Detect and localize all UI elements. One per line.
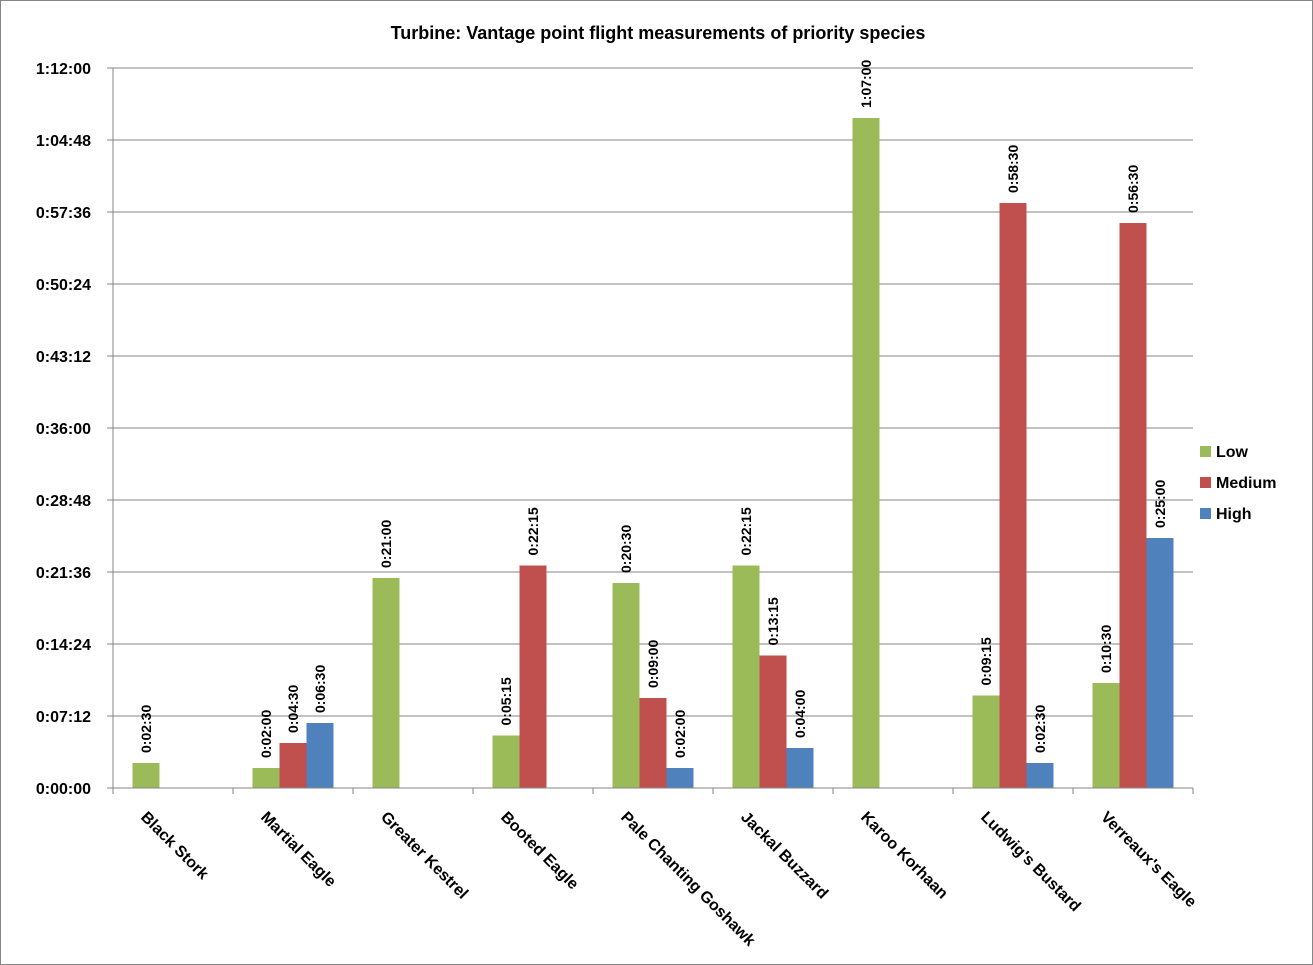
data-label: 0:09:00 [645, 640, 661, 688]
y-tick-label: 0:57:36 [36, 205, 91, 222]
data-label: 0:13:15 [765, 597, 781, 645]
x-tick-label: Verreaux's Eagle [1097, 809, 1199, 911]
bar-low-3 [492, 735, 520, 788]
data-labels: 0:02:30 0:02:00 0:04:30 0:06:30 0:21:00 0:05:… [138, 60, 1168, 758]
x-tick-label: Jackal Buzzard [737, 809, 831, 903]
bars [132, 118, 1174, 788]
data-label: 0:05:15 [498, 677, 514, 725]
bar-high-8 [1146, 538, 1174, 788]
bar-medium-8 [1119, 223, 1147, 788]
bar-high-4 [666, 768, 694, 788]
bar-low-2 [372, 578, 400, 788]
data-label: 0:56:30 [1125, 165, 1141, 213]
bar-medium-1 [279, 743, 307, 788]
gridlines [113, 67, 1193, 717]
legend: Low Medium High [1200, 444, 1276, 523]
data-label: 0:20:30 [618, 525, 634, 573]
data-label: 0:04:30 [285, 685, 301, 733]
y-tick-label: 0:36:00 [36, 421, 91, 438]
y-tick-label: 0:43:12 [36, 349, 91, 366]
data-label: 0:25:00 [1152, 480, 1168, 528]
bar-medium-4 [639, 698, 667, 788]
data-label: 0:06:30 [312, 665, 328, 713]
data-label: 0:21:00 [378, 520, 394, 568]
bar-low-8 [1092, 683, 1120, 788]
data-label: 0:09:15 [978, 637, 994, 685]
y-tick-label: 1:04:48 [36, 133, 91, 150]
legend-label-medium: Medium [1216, 475, 1276, 492]
y-tick-label: 0:21:36 [36, 565, 91, 582]
data-label: 0:10:30 [1098, 625, 1114, 673]
x-tick-label: Martial Eagle [257, 809, 339, 891]
bar-medium-5 [759, 655, 787, 788]
bar-low-7 [972, 695, 1000, 788]
data-label: 0:04:00 [792, 690, 808, 738]
bar-low-6 [852, 118, 880, 788]
data-label: 0:02:30 [1032, 705, 1048, 753]
bar-medium-3 [519, 565, 547, 788]
bar-high-1 [306, 723, 334, 788]
data-label: 0:02:30 [138, 705, 154, 753]
y-tick-label: 0:28:48 [36, 493, 91, 510]
data-label: 0:22:15 [738, 507, 754, 555]
y-tick-label: 0:00:00 [36, 781, 91, 798]
x-tick-label: Pale Chanting Goshawk [617, 809, 758, 950]
y-tick-label: 0:50:24 [36, 277, 91, 294]
x-tick-label: Greater Kestrel [377, 809, 471, 903]
data-label: 0:02:00 [672, 710, 688, 758]
y-tick-label: 1:12:00 [36, 61, 91, 78]
bar-high-5 [786, 748, 814, 788]
x-tick-label: Karoo Korhaan [857, 809, 951, 903]
data-label: 1:07:00 [858, 60, 874, 108]
y-tick-label: 0:14:24 [36, 637, 91, 654]
data-label: 0:22:15 [525, 507, 541, 555]
chart-title: Turbine: Vantage point flight measuremen… [391, 23, 926, 43]
y-tick-label: 0:07:12 [36, 709, 91, 726]
bar-low-5 [732, 565, 760, 788]
data-label: 0:02:00 [258, 710, 274, 758]
legend-swatch-medium [1200, 477, 1211, 488]
data-label: 0:58:30 [1005, 145, 1021, 193]
legend-label-high: High [1216, 506, 1252, 523]
bar-low-1 [252, 768, 280, 788]
bar-medium-7 [999, 203, 1027, 788]
x-tick-label: Booted Eagle [497, 809, 581, 893]
bar-low-4 [612, 583, 640, 788]
bar-high-7 [1026, 763, 1054, 788]
x-tick-label: Black Stork [137, 809, 211, 883]
legend-swatch-low [1200, 446, 1211, 457]
x-tick-label: Ludwig's Bustard [977, 809, 1083, 915]
legend-swatch-high [1200, 508, 1211, 519]
bar-low-0 [132, 763, 160, 788]
legend-label-low: Low [1216, 444, 1249, 461]
